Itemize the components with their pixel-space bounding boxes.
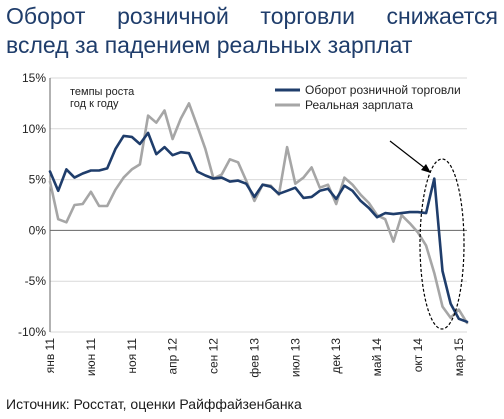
x-tick-label: фев 13 [247,338,261,378]
annotation-text-line-2: год к году [70,98,119,110]
annotation-text-line-1: темпы роста [70,86,135,98]
chart-title-line-2: вслед за падением реальных зарплат [6,32,413,58]
x-tick-label: окт 14 [411,338,425,373]
x-tick-label: янв 11 [43,338,57,374]
y-tick-label: 15% [22,71,46,85]
source-note: Источник: Росстат, оценки Райффайзенбанк… [6,396,302,412]
y-tick-label: 0% [29,223,47,237]
highlight-ellipse [419,158,465,330]
pointer-arrow-line [389,140,427,170]
annotation-layer: темпы роста год к году [70,86,465,330]
gridlines [49,77,467,333]
x-tick-label: дек 13 [329,338,343,374]
x-tick-label: мар 15 [452,338,466,377]
y-tick-label: -5% [25,274,47,288]
pointer-arrow-head [421,164,431,173]
legend-label-wage: Реальная зарплата [305,98,413,112]
y-tick-label: 10% [22,122,46,136]
x-axis-ticks: янв 11 июн 11 ноя 11 апр 12 сен 12 фев 13 июл … [43,338,466,378]
y-tick-label: 5% [29,173,47,187]
x-tick-label: ноя 11 [125,338,139,374]
series-line-retail [48,131,469,324]
legend: Оборот розничной торговли Реальная зарпл… [275,83,461,112]
y-tick-label: -10% [18,325,46,339]
x-tick-label: июн 11 [84,338,98,376]
x-tick-label: апр 12 [166,338,180,375]
chart-title-line-1: Оборот розничной торговли снижается [6,3,498,29]
x-tick-label: май 14 [370,338,384,377]
x-tick-label: июл 13 [288,338,302,377]
series-layer [48,102,469,325]
chart-title: Оборот розничной торговли снижается всле… [6,2,498,60]
legend-label-retail: Оборот розничной торговли [305,83,461,97]
x-tick-label: сен 12 [207,338,221,374]
y-axis-ticks: 15% 10% 5% 0% -5% -10% [18,71,46,339]
